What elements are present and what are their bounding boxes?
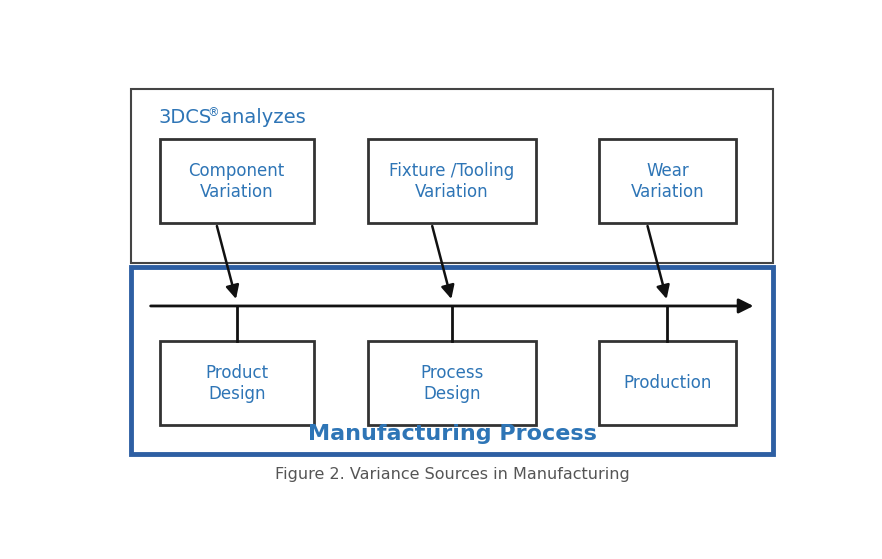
Text: ®: ® — [207, 106, 219, 119]
Text: 3DCS: 3DCS — [158, 108, 212, 127]
Bar — [369, 342, 535, 425]
Text: Process
Design: Process Design — [421, 364, 483, 403]
Text: Wear
Variation: Wear Variation — [631, 162, 704, 201]
Bar — [369, 139, 535, 223]
Text: analyzes: analyzes — [214, 108, 306, 127]
Text: Component
Variation: Component Variation — [189, 162, 285, 201]
Bar — [160, 342, 314, 425]
Bar — [131, 88, 774, 263]
Text: Fixture /Tooling
Variation: Fixture /Tooling Variation — [389, 162, 515, 201]
Text: Product
Design: Product Design — [206, 364, 268, 403]
Text: Figure 2. Variance Sources in Manufacturing: Figure 2. Variance Sources in Manufactur… — [274, 467, 630, 482]
Bar — [160, 139, 314, 223]
Text: Production: Production — [624, 375, 712, 392]
Text: Manufacturing Process: Manufacturing Process — [308, 424, 596, 444]
Bar — [599, 342, 736, 425]
Bar — [131, 267, 774, 454]
Bar — [599, 139, 736, 223]
